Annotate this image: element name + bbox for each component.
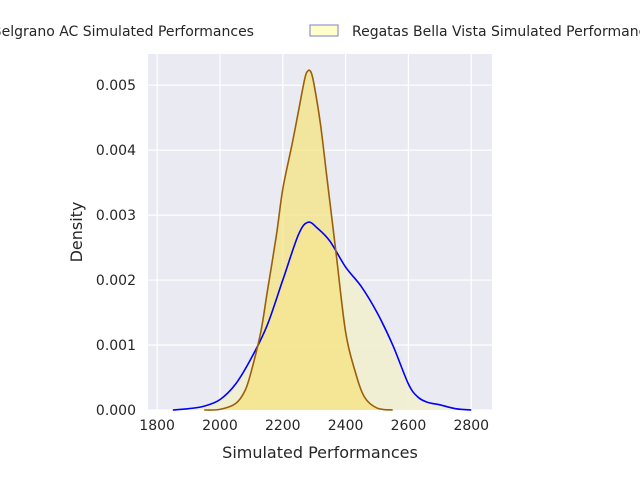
legend-label-belgrano: Belgrano AC Simulated Performances (0, 24, 254, 40)
y-tick-label: 0.000 (96, 403, 136, 419)
y-tick-label: 0.001 (96, 338, 136, 354)
x-tick-label: 2000 (202, 418, 238, 434)
x-tick-label: 2200 (265, 418, 301, 434)
y-tick-label: 0.002 (96, 273, 136, 289)
density-fill-belgrano (204, 70, 393, 411)
density-line-belgrano (204, 69, 393, 411)
x-axis-label: Simulated Performances (222, 443, 418, 462)
x-tick-label: 1800 (139, 418, 175, 434)
y-tick-label: 0.003 (96, 208, 136, 224)
legend: Belgrano AC Simulated Performances Regat… (0, 24, 640, 40)
x-tick-label: 2800 (453, 418, 489, 434)
density-line-regatas (172, 221, 472, 411)
legend-swatch-regatas (309, 24, 339, 37)
y-axis-label: Density (67, 202, 86, 263)
y-tick-label: 0.005 (96, 78, 136, 94)
y-tick-label: 0.004 (96, 143, 136, 159)
x-tick-label: 2400 (328, 418, 364, 434)
legend-label-regatas: Regatas Bella Vista Simulated Performanc… (352, 24, 640, 40)
x-tick-label: 2600 (391, 418, 427, 434)
